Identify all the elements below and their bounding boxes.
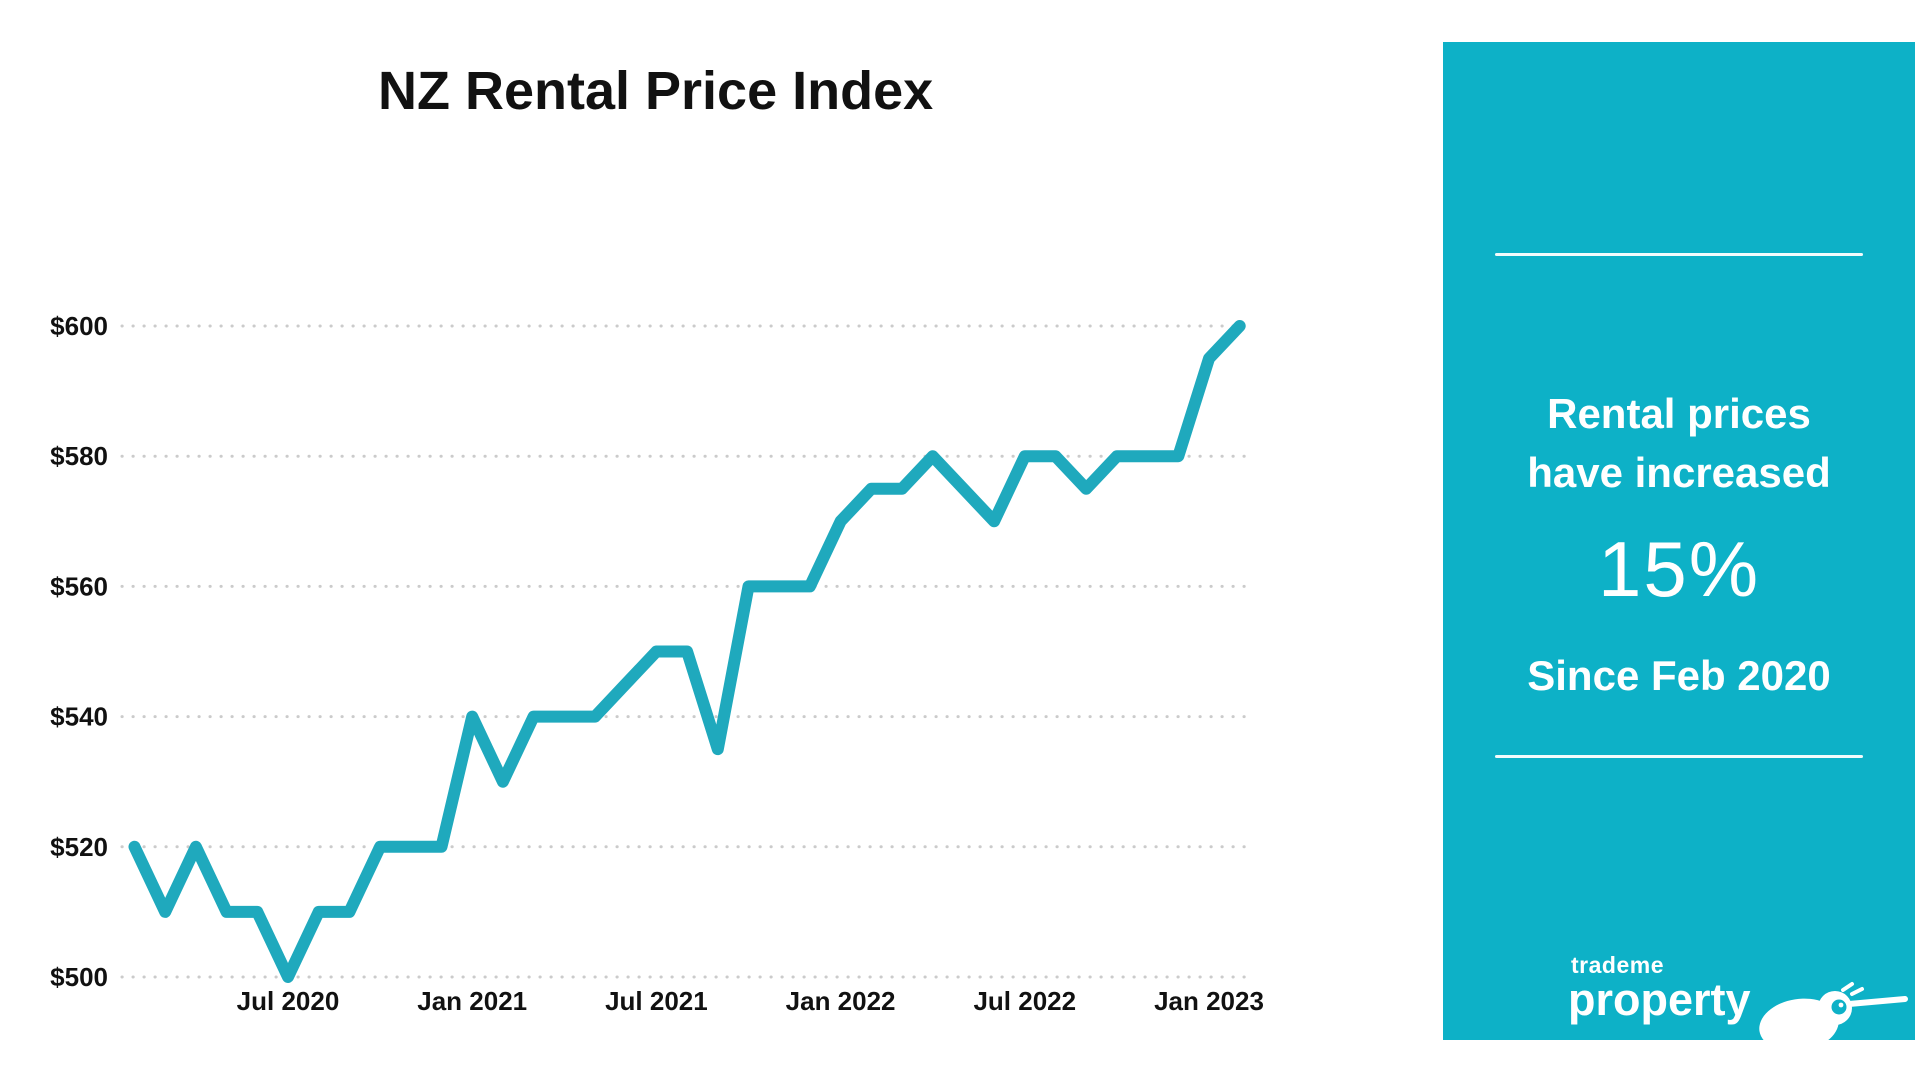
price-line-series xyxy=(128,320,1246,983)
x-axis-label-jul-2022: Jul 2022 xyxy=(973,986,1076,1016)
kiwi-eye xyxy=(1831,999,1847,1015)
kiwi-bird-icon xyxy=(1756,982,1908,1063)
x-axis-label-jan-2022: Jan 2022 xyxy=(786,986,896,1016)
gridlines xyxy=(120,324,1256,979)
stat-period: Since Feb 2020 xyxy=(1527,652,1831,699)
stat-percentage: 15% xyxy=(1597,525,1761,613)
panel-heading: Rental prices have increased xyxy=(1443,384,1915,502)
x-axis-labels: Jul 2020 Jan 2021 Jul 2021 Jan 2022 Jul 2022… xyxy=(237,986,1264,1016)
x-axis-label-jan-2023: Jan 2023 xyxy=(1154,986,1264,1016)
panel-heading-line2: have increased xyxy=(1527,449,1831,496)
y-axis-label-520: $520 xyxy=(50,832,108,862)
x-axis-label-jul-2021: Jul 2021 xyxy=(605,986,708,1016)
y-axis-label-500: $500 xyxy=(50,962,108,992)
y-axis-label-580: $580 xyxy=(50,441,108,471)
y-axis-labels: $500 $520 $540 $560 $580 $600 xyxy=(50,311,108,992)
logo-text-property: property xyxy=(1568,974,1751,1025)
y-axis-label-540: $540 xyxy=(50,702,108,732)
x-axis-label-jul-2020: Jul 2020 xyxy=(237,986,340,1016)
y-axis-label-600: $600 xyxy=(50,311,108,341)
y-axis-label-560: $560 xyxy=(50,571,108,601)
logo-text-trademe: trademe xyxy=(1571,952,1664,978)
panel-heading-line1: Rental prices xyxy=(1547,390,1811,437)
trademe-property-logo: trademe property xyxy=(1568,952,1915,1064)
info-panel: Rental prices have increased 15% Since F… xyxy=(1443,42,1915,1063)
divider-line-bottom xyxy=(1495,755,1863,758)
x-axis-label-jan-2021: Jan 2021 xyxy=(417,986,527,1016)
divider-line-top xyxy=(1495,253,1863,256)
chart-title: NZ Rental Price Index xyxy=(378,61,934,121)
